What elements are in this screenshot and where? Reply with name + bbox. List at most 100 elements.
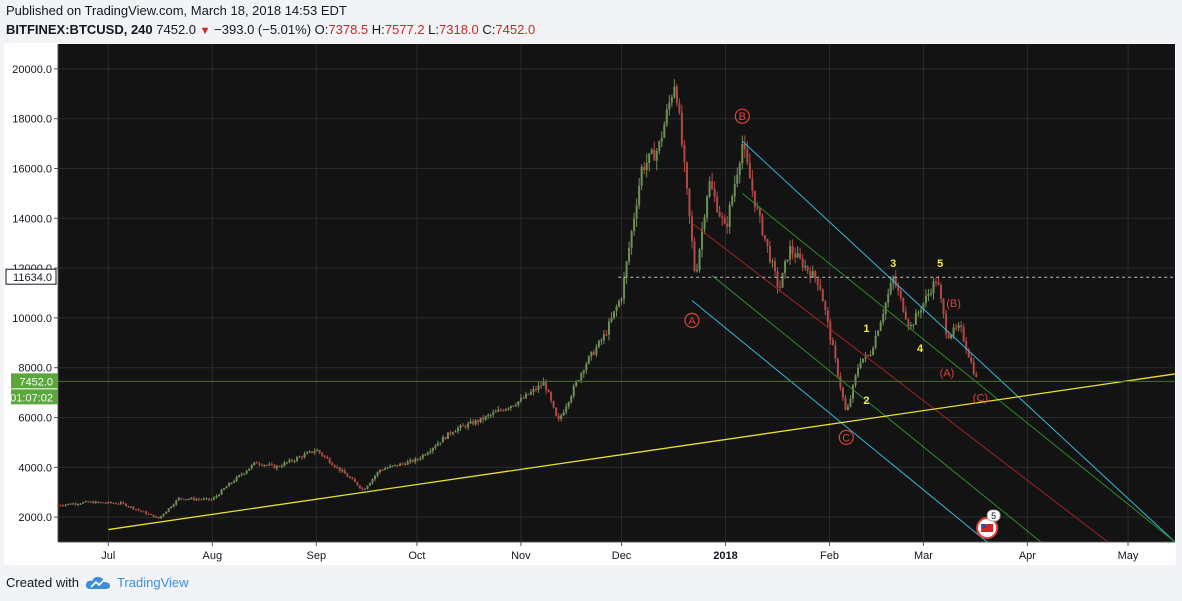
candle-body [331,463,334,466]
candle-body [185,499,188,501]
candle-body [924,295,927,304]
plot-background [58,44,1175,542]
candle-body [572,385,575,397]
candle-body [680,112,683,145]
candle-body [290,459,293,462]
candle-body [376,472,379,476]
candle-body [590,351,593,357]
candle-body [678,103,681,113]
candle-body [117,503,120,505]
candle-body [965,341,968,350]
candle-body [248,468,251,471]
candle-body [570,396,573,403]
candle-body [504,408,507,411]
candle-body [703,217,706,230]
candle-body [502,410,505,412]
x-tick-label: Aug [203,550,223,562]
candle-body [431,447,434,452]
candle-body [326,456,329,459]
tradingview-link[interactable]: TradingView [116,575,189,590]
candle-body [587,356,590,364]
channel-line-cyan [741,140,1176,543]
candle-body [811,271,814,278]
countdown-tag-label: 01:07:02 [10,392,53,404]
candle-body [426,452,429,455]
candle-body [260,464,263,466]
candle-body [102,502,105,504]
candle-body [522,398,525,400]
candle-body [77,504,80,506]
candle-body [600,340,603,342]
candle-body [804,266,807,268]
candle-body [874,335,877,348]
candle-body [950,335,953,339]
down-arrow-icon: ▼ [199,25,211,37]
candle-body [698,249,701,271]
candle-body [494,411,497,413]
candle-body [464,425,467,428]
candle-body [768,245,771,263]
candle-body [612,311,615,318]
last-price: 7452.0 [156,22,197,37]
candle-body [794,253,797,258]
x-tick-label: Apr [1019,550,1036,562]
price-axis [4,43,58,565]
candle-body [723,217,726,224]
candle-body [205,498,208,500]
candle-body [638,185,641,206]
candle-body [889,283,892,294]
candle-body [748,162,751,179]
candle-body [89,501,92,503]
candle-body [389,466,392,468]
candle-body [492,412,495,415]
candle-body [929,293,932,295]
candle-body [145,511,148,514]
candle-body [635,205,638,219]
candle-body [955,327,958,329]
x-tick-label: 2018 [713,550,737,562]
events-count-label: 5 [991,511,996,521]
candle-body [72,503,75,505]
candle-body [419,458,422,460]
candle-body [668,102,671,110]
wave-label-circle [838,429,854,446]
candle-body [150,513,153,515]
candle-body [459,425,462,429]
candle-body [462,425,465,427]
price-chart[interactable]: 2000.04000.06000.08000.010000.012000.014… [4,43,1176,565]
candle-body [545,381,548,391]
candle-body [338,467,341,471]
candle-body [781,272,784,288]
candle-body [791,246,794,254]
candle-body [862,358,865,363]
candle-body [844,397,847,411]
candle-body [859,362,862,369]
wave-label: A [688,315,696,327]
candle-body [763,235,766,239]
candle-body [653,149,656,161]
candle-body [849,398,852,407]
candle-body [396,464,399,466]
candle-body [472,421,475,425]
candle-body [809,270,812,278]
candle-body [519,398,522,402]
candle-body [507,408,510,410]
x-tick-label: Jul [101,550,115,562]
candle-body [899,291,902,299]
candle-body [361,488,364,490]
candle-body [630,231,633,248]
candle-body [424,454,427,456]
flag-stripes [981,524,994,532]
candle-body [323,455,326,457]
candle-body [912,324,915,326]
candle-body [618,300,621,307]
candle-body [967,349,970,358]
candle-body [94,501,97,504]
candle-body [280,465,283,467]
candle-body [555,407,558,416]
y-tick-label: 20000.0 [12,64,52,76]
candle-body [897,285,900,292]
candle-body [238,475,241,477]
candle-body [220,489,223,495]
candle-body [761,215,764,236]
